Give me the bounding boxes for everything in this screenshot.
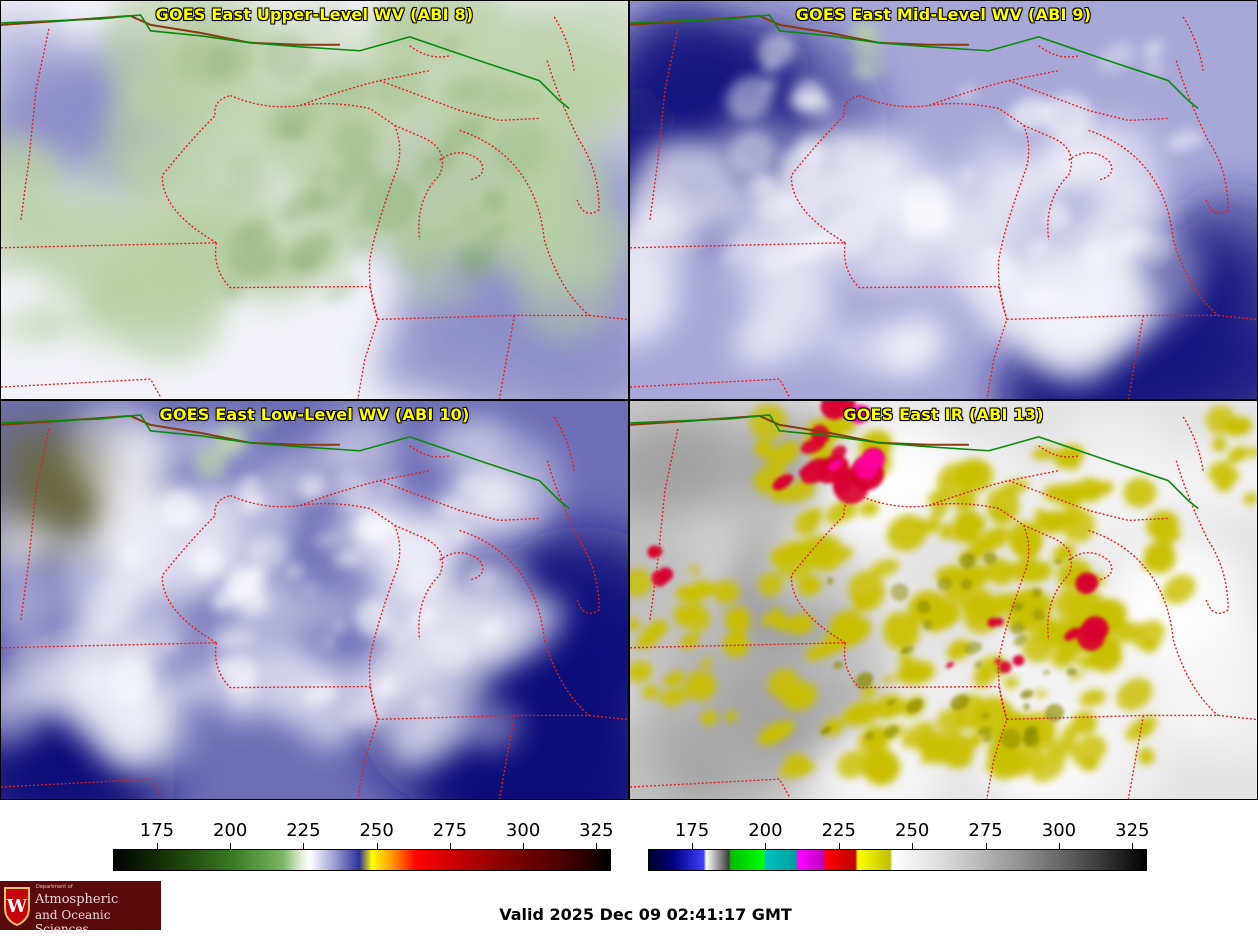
aos-logo: W Department of Atmospheric and Oceanic …	[0, 881, 161, 936]
colorbar-tick-mark	[449, 843, 451, 849]
colorbar-tick-mark	[985, 843, 987, 849]
colorbar-tick-label: 175	[139, 820, 175, 841]
panel-title: GOES East Low-Level WV (ABI 10)	[159, 405, 470, 424]
ir-panel: GOES East IR (ABI 13)	[629, 400, 1258, 800]
colorbar-tick-mark	[596, 843, 598, 849]
colorbar-tick-label: 175	[674, 820, 710, 841]
logo-dept-text: Department of	[36, 884, 73, 890]
wv-colorbar	[113, 849, 611, 871]
panel-title: GOES East IR (ABI 13)	[843, 405, 1044, 424]
colorbar-tick-label: 200	[212, 820, 248, 841]
low-level-wv-panel: GOES East Low-Level WV (ABI 10)	[0, 400, 629, 800]
canada-border	[630, 414, 1199, 510]
colorbar-tick-label: 225	[821, 820, 856, 841]
colorbar-tick-mark	[1132, 843, 1134, 849]
low-level-wv-image	[1, 401, 628, 799]
colorbar-tick-mark	[692, 843, 694, 849]
canada-border	[1, 14, 570, 110]
canada-border	[630, 14, 1199, 110]
colorbar-tick-mark	[838, 843, 840, 849]
colorbar-tick-mark	[1058, 843, 1060, 849]
colorbar-tick-label: 225	[286, 820, 321, 841]
state-borders	[630, 416, 1257, 799]
mid-level-wv-image	[630, 1, 1257, 399]
colorbar-tick-label: 300	[505, 820, 541, 841]
logo-line1: Atmospheric	[35, 892, 119, 907]
panel-title: GOES East Mid-Level WV (ABI 9)	[795, 5, 1092, 24]
colorbar-tick-mark	[376, 843, 378, 849]
colorbar-tick-mark	[523, 843, 525, 849]
mid-level-wv-panel: GOES East Mid-Level WV (ABI 9)	[629, 0, 1258, 400]
state-borders	[630, 16, 1257, 399]
colorbar-tick-mark	[230, 843, 232, 849]
colorbar-tick-label: 275	[968, 820, 1003, 841]
colorbar-tick-label: 250	[359, 820, 394, 841]
uw-seal-icon: W	[4, 887, 30, 927]
colorbar-tick-label: 200	[748, 820, 783, 841]
upper-level-wv-image	[1, 1, 628, 399]
upper-level-wv-panel: GOES East Upper-Level WV (ABI 8)	[0, 0, 629, 400]
colorbar-tick-mark	[765, 843, 767, 849]
colorbar-tick-label: 300	[1041, 820, 1077, 841]
colorbar-tick-mark	[303, 843, 305, 849]
canada-border	[1, 414, 570, 510]
colorbar-tick-label: 325	[579, 820, 614, 841]
colorbar-tick-label: 325	[1115, 820, 1150, 841]
ir-image	[630, 401, 1257, 799]
colorbar-tick-mark	[156, 843, 158, 849]
svg-text:W: W	[6, 896, 28, 917]
panel-title: GOES East Upper-Level WV (ABI 8)	[155, 5, 474, 24]
state-borders	[1, 16, 628, 399]
colorbar-tick-mark	[912, 843, 914, 849]
state-borders	[1, 416, 628, 799]
colorbar-tick-label: 250	[894, 820, 930, 841]
colorbar-tick-label: 275	[432, 820, 468, 841]
ir-colorbar	[648, 849, 1147, 871]
valid-time: Valid 2025 Dec 09 02:41:17 GMT	[499, 905, 792, 924]
